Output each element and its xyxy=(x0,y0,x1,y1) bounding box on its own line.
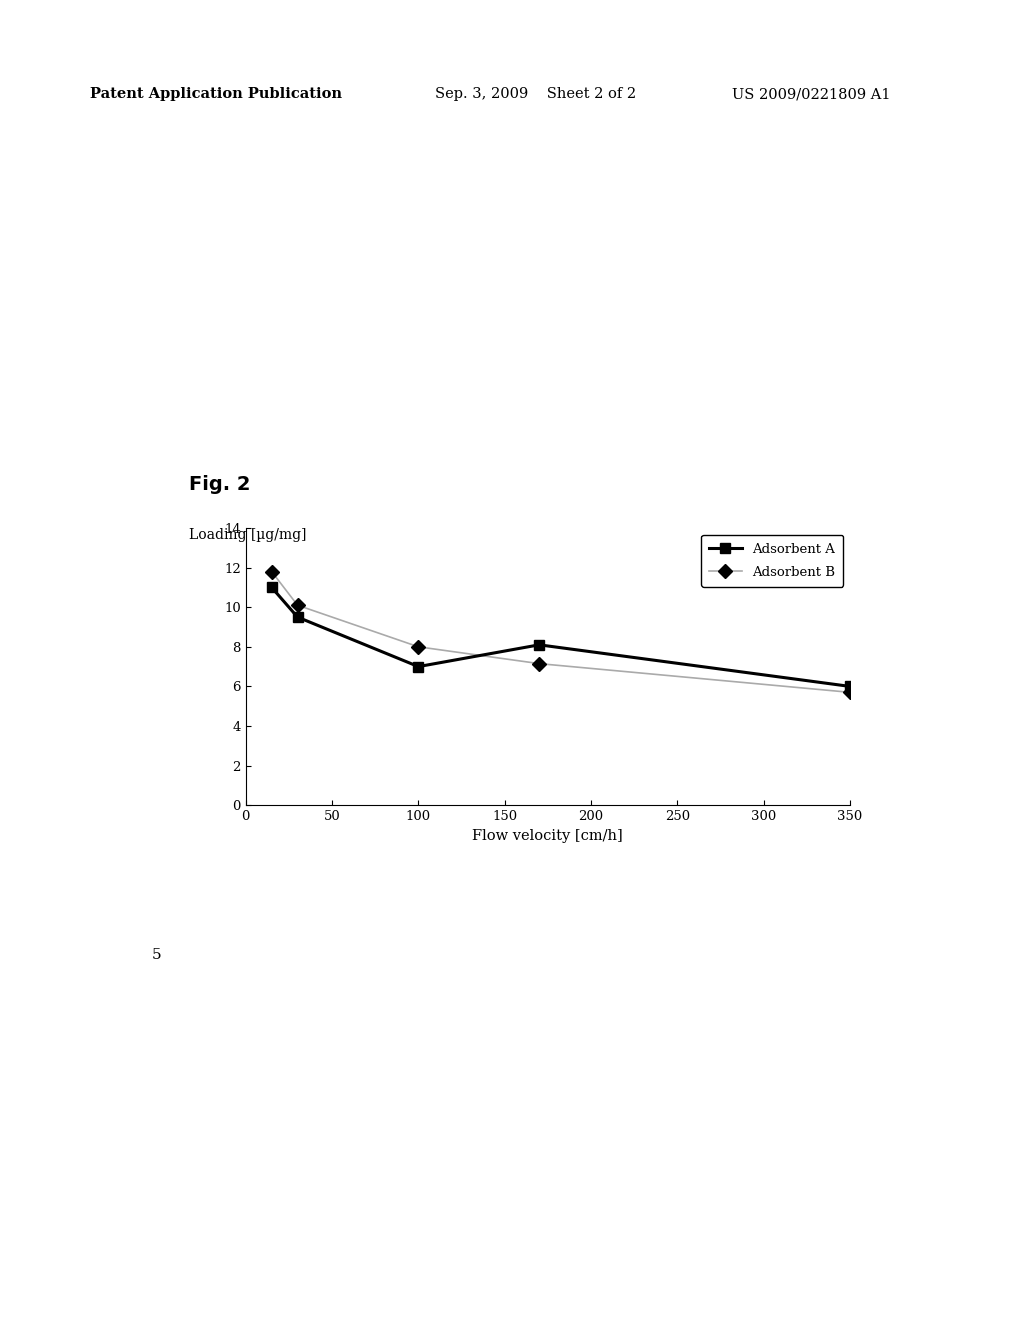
Adsorbent A xyxy=(413,659,425,675)
Adsorbent A xyxy=(844,678,856,694)
Line: Adsorbent A: Adsorbent A xyxy=(267,582,855,692)
Text: Fig. 2: Fig. 2 xyxy=(189,475,251,494)
Adsorbent B xyxy=(265,564,278,579)
Adsorbent B xyxy=(844,684,856,700)
Text: Sep. 3, 2009    Sheet 2 of 2: Sep. 3, 2009 Sheet 2 of 2 xyxy=(435,87,636,102)
Adsorbent B xyxy=(534,656,546,672)
Line: Adsorbent B: Adsorbent B xyxy=(267,566,855,697)
Adsorbent B xyxy=(413,639,425,655)
Adsorbent A xyxy=(265,579,278,595)
Legend: Adsorbent A, Adsorbent B: Adsorbent A, Adsorbent B xyxy=(701,535,844,587)
Text: Loading [µg/mg]: Loading [µg/mg] xyxy=(189,528,307,543)
Text: US 2009/0221809 A1: US 2009/0221809 A1 xyxy=(732,87,891,102)
Adsorbent A xyxy=(292,610,304,626)
Adsorbent A xyxy=(534,636,546,652)
X-axis label: Flow velocity [cm/h]: Flow velocity [cm/h] xyxy=(472,829,624,842)
Text: Patent Application Publication: Patent Application Publication xyxy=(90,87,342,102)
Text: 5: 5 xyxy=(152,948,161,962)
Adsorbent B xyxy=(292,597,304,612)
